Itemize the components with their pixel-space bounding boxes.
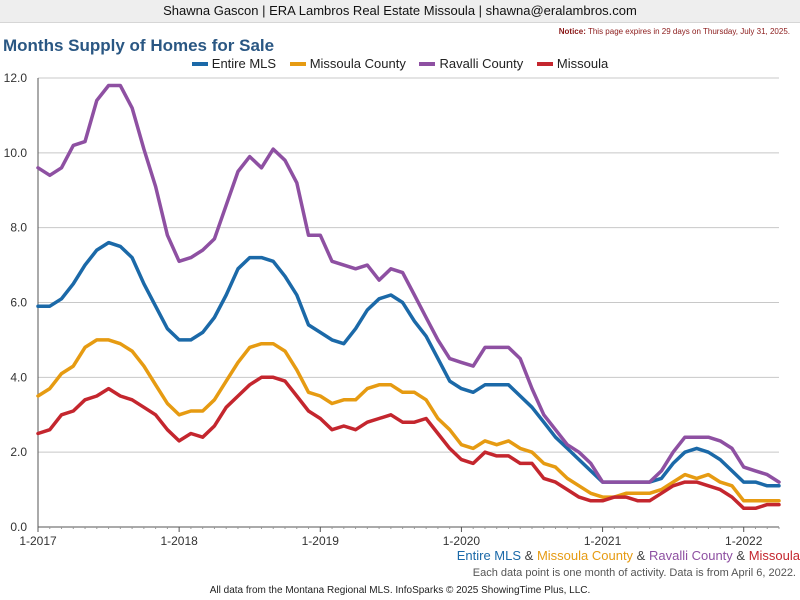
summary-series-name: Missoula County: [536, 548, 634, 563]
series-line-missoula-county: [36, 338, 781, 503]
data-footnote: Each data point is one month of activity…: [472, 567, 796, 579]
legend-label: Missoula County: [309, 56, 406, 71]
y-tick-label: 2.0: [10, 445, 27, 459]
series-line-missoula: [36, 375, 781, 511]
legend-item-missoula[interactable]: Missoula: [536, 56, 609, 71]
chart-title: Months Supply of Homes for Sale: [3, 36, 275, 55]
legend-label: Ravalli County: [439, 56, 524, 71]
y-tick-label: 6.0: [10, 296, 27, 310]
x-tick-label: 1-2018: [160, 534, 198, 548]
x-tick-label: 1-2021: [584, 534, 622, 548]
legend-swatch: [419, 61, 436, 66]
legend-item-missoula-county[interactable]: Missoula County: [289, 56, 406, 71]
header-contact-text: Shawna Gascon | ERA Lambros Real Estate …: [163, 3, 637, 18]
header-contact-bar: Shawna Gascon | ERA Lambros Real Estate …: [0, 0, 800, 23]
x-tick-label: 1-2020: [443, 534, 481, 548]
x-tick-label: 1-2022: [725, 534, 763, 548]
x-tick-label: 1-2019: [302, 534, 340, 548]
source-footer: All data from the Montana Regional MLS. …: [209, 585, 591, 596]
y-tick-label: 0.0: [10, 520, 27, 534]
legend-item-ravalli-county[interactable]: Ravalli County: [419, 56, 523, 71]
legend-item-entire-mls[interactable]: Entire MLS: [191, 56, 277, 71]
chart-legend: Entire MLS Missoula County Ravalli Count…: [0, 56, 800, 71]
x-tick-label: 1-2017: [19, 534, 57, 548]
y-tick-label: 12.0: [4, 71, 28, 85]
series-line-ravalli-county: [36, 83, 781, 484]
legend-label: Entire MLS: [211, 56, 277, 71]
series-summary-legend: Entire MLS & Missoula County & Ravalli C…: [456, 548, 800, 563]
legend-swatch: [191, 61, 208, 66]
legend-swatch: [536, 61, 553, 66]
legend-label: Missoula: [556, 56, 609, 71]
notice-text: This page expires in 29 days on Thursday…: [587, 27, 790, 36]
notice-label: Notice:: [558, 27, 586, 36]
expiry-notice: Notice: This page expires in 29 days on …: [559, 27, 790, 36]
summary-series-name: Entire MLS: [456, 548, 522, 563]
y-tick-label: 10.0: [4, 146, 28, 160]
series-line-entire-mls: [36, 240, 781, 488]
summary-series-name: Missoula: [748, 548, 800, 563]
legend-swatch: [289, 61, 306, 66]
y-tick-label: 4.0: [10, 370, 27, 384]
summary-series-name: Ravalli County: [648, 548, 733, 563]
y-tick-label: 8.0: [10, 221, 27, 235]
